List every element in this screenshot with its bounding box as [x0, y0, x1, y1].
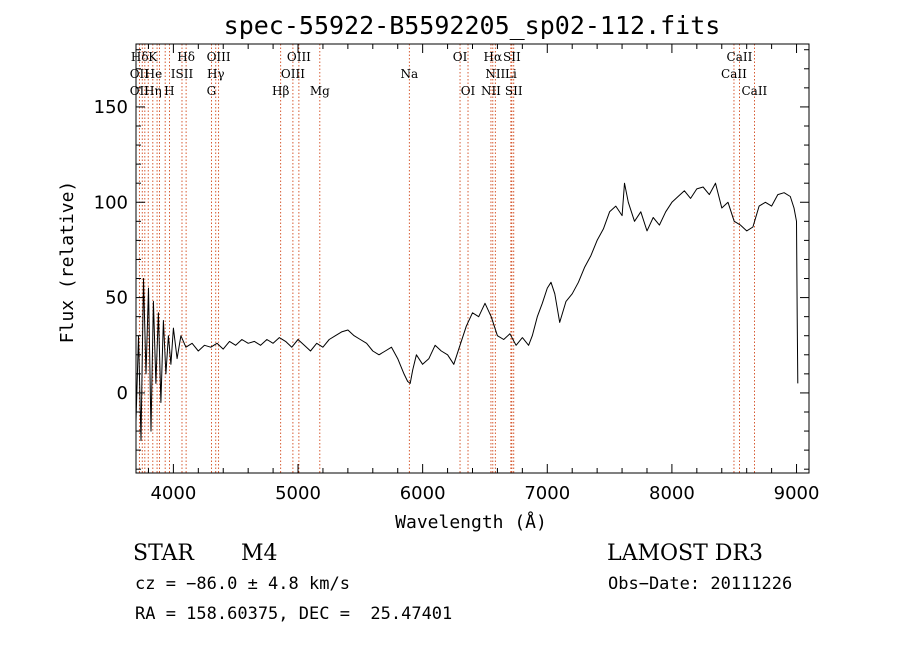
axis-ticks: 4000 5000 6000 7000 8000 9000 0 50 100 150 [94, 44, 820, 504]
emission-line-label: OI [461, 84, 476, 98]
emission-line-label: H [164, 84, 174, 98]
emission-line-label: OIII [287, 50, 311, 64]
y-tick-label: 50 [105, 288, 128, 309]
emission-line-label: SII [505, 84, 523, 98]
x-tick-label: 8000 [649, 483, 695, 504]
y-tick-label: 100 [94, 192, 128, 213]
emission-line-label: CaII [721, 67, 747, 81]
plot-area [135, 182, 799, 442]
observation-date: Obs−Date: 20111226 [608, 574, 793, 594]
emission-line-label: Hδ [177, 50, 195, 64]
emission-line-label: Hη [144, 84, 162, 98]
emission-line-label: CaII [741, 84, 767, 98]
object-subclass: M4 [241, 541, 278, 566]
y-axis-label: Flux (relative) [57, 181, 78, 344]
emission-line-label: K [148, 50, 158, 64]
emission-line-label: OIII [281, 67, 305, 81]
emission-line-label: OI [453, 50, 468, 64]
emission-line-label: Hβ [272, 84, 289, 98]
emission-line-label: NII [481, 84, 501, 98]
emission-line-label: OII [130, 84, 150, 98]
emission-line-label: He [145, 67, 163, 81]
sky-coordinates: RA = 158.60375, DEC = 25.47401 [135, 604, 453, 624]
emission-line-label: NII [485, 67, 505, 81]
redshift-velocity: cz = −86.0 ± 4.8 km/s [135, 574, 350, 594]
spectrum-line [135, 182, 799, 442]
emission-line-label: Mg [310, 84, 330, 98]
x-tick-label: 7000 [524, 483, 570, 504]
y-tick-label: 150 [94, 97, 128, 118]
emission-line-label: Na [400, 67, 418, 81]
y-tick-label: 0 [117, 383, 128, 404]
object-class: STAR [133, 541, 194, 566]
emission-line-label: OIII [207, 50, 231, 64]
emission-line-label: Li [505, 67, 517, 81]
emission-line-label: CaII [727, 50, 753, 64]
x-tick-label: 4000 [150, 483, 196, 504]
x-tick-label: 5000 [275, 483, 321, 504]
emission-line-label: Hα [484, 50, 503, 64]
plot-frame [135, 43, 810, 474]
emission-line-label: ISII [171, 67, 194, 81]
chart-title: spec-55922-B5592205_sp02-112.fits [224, 11, 721, 40]
emission-line-markers [138, 44, 755, 473]
emission-line-label: G [207, 84, 217, 98]
emission-line-label: OII [130, 67, 150, 81]
survey-name: LAMOST DR3 [607, 541, 763, 566]
x-axis-label: Wavelength (Å) [395, 511, 547, 533]
emission-line-label: Hγ [207, 67, 225, 81]
emission-line-label: SII [503, 50, 521, 64]
emission-line-label: Hδ [131, 50, 149, 64]
x-tick-label: 6000 [400, 483, 446, 504]
x-tick-label: 9000 [774, 483, 820, 504]
